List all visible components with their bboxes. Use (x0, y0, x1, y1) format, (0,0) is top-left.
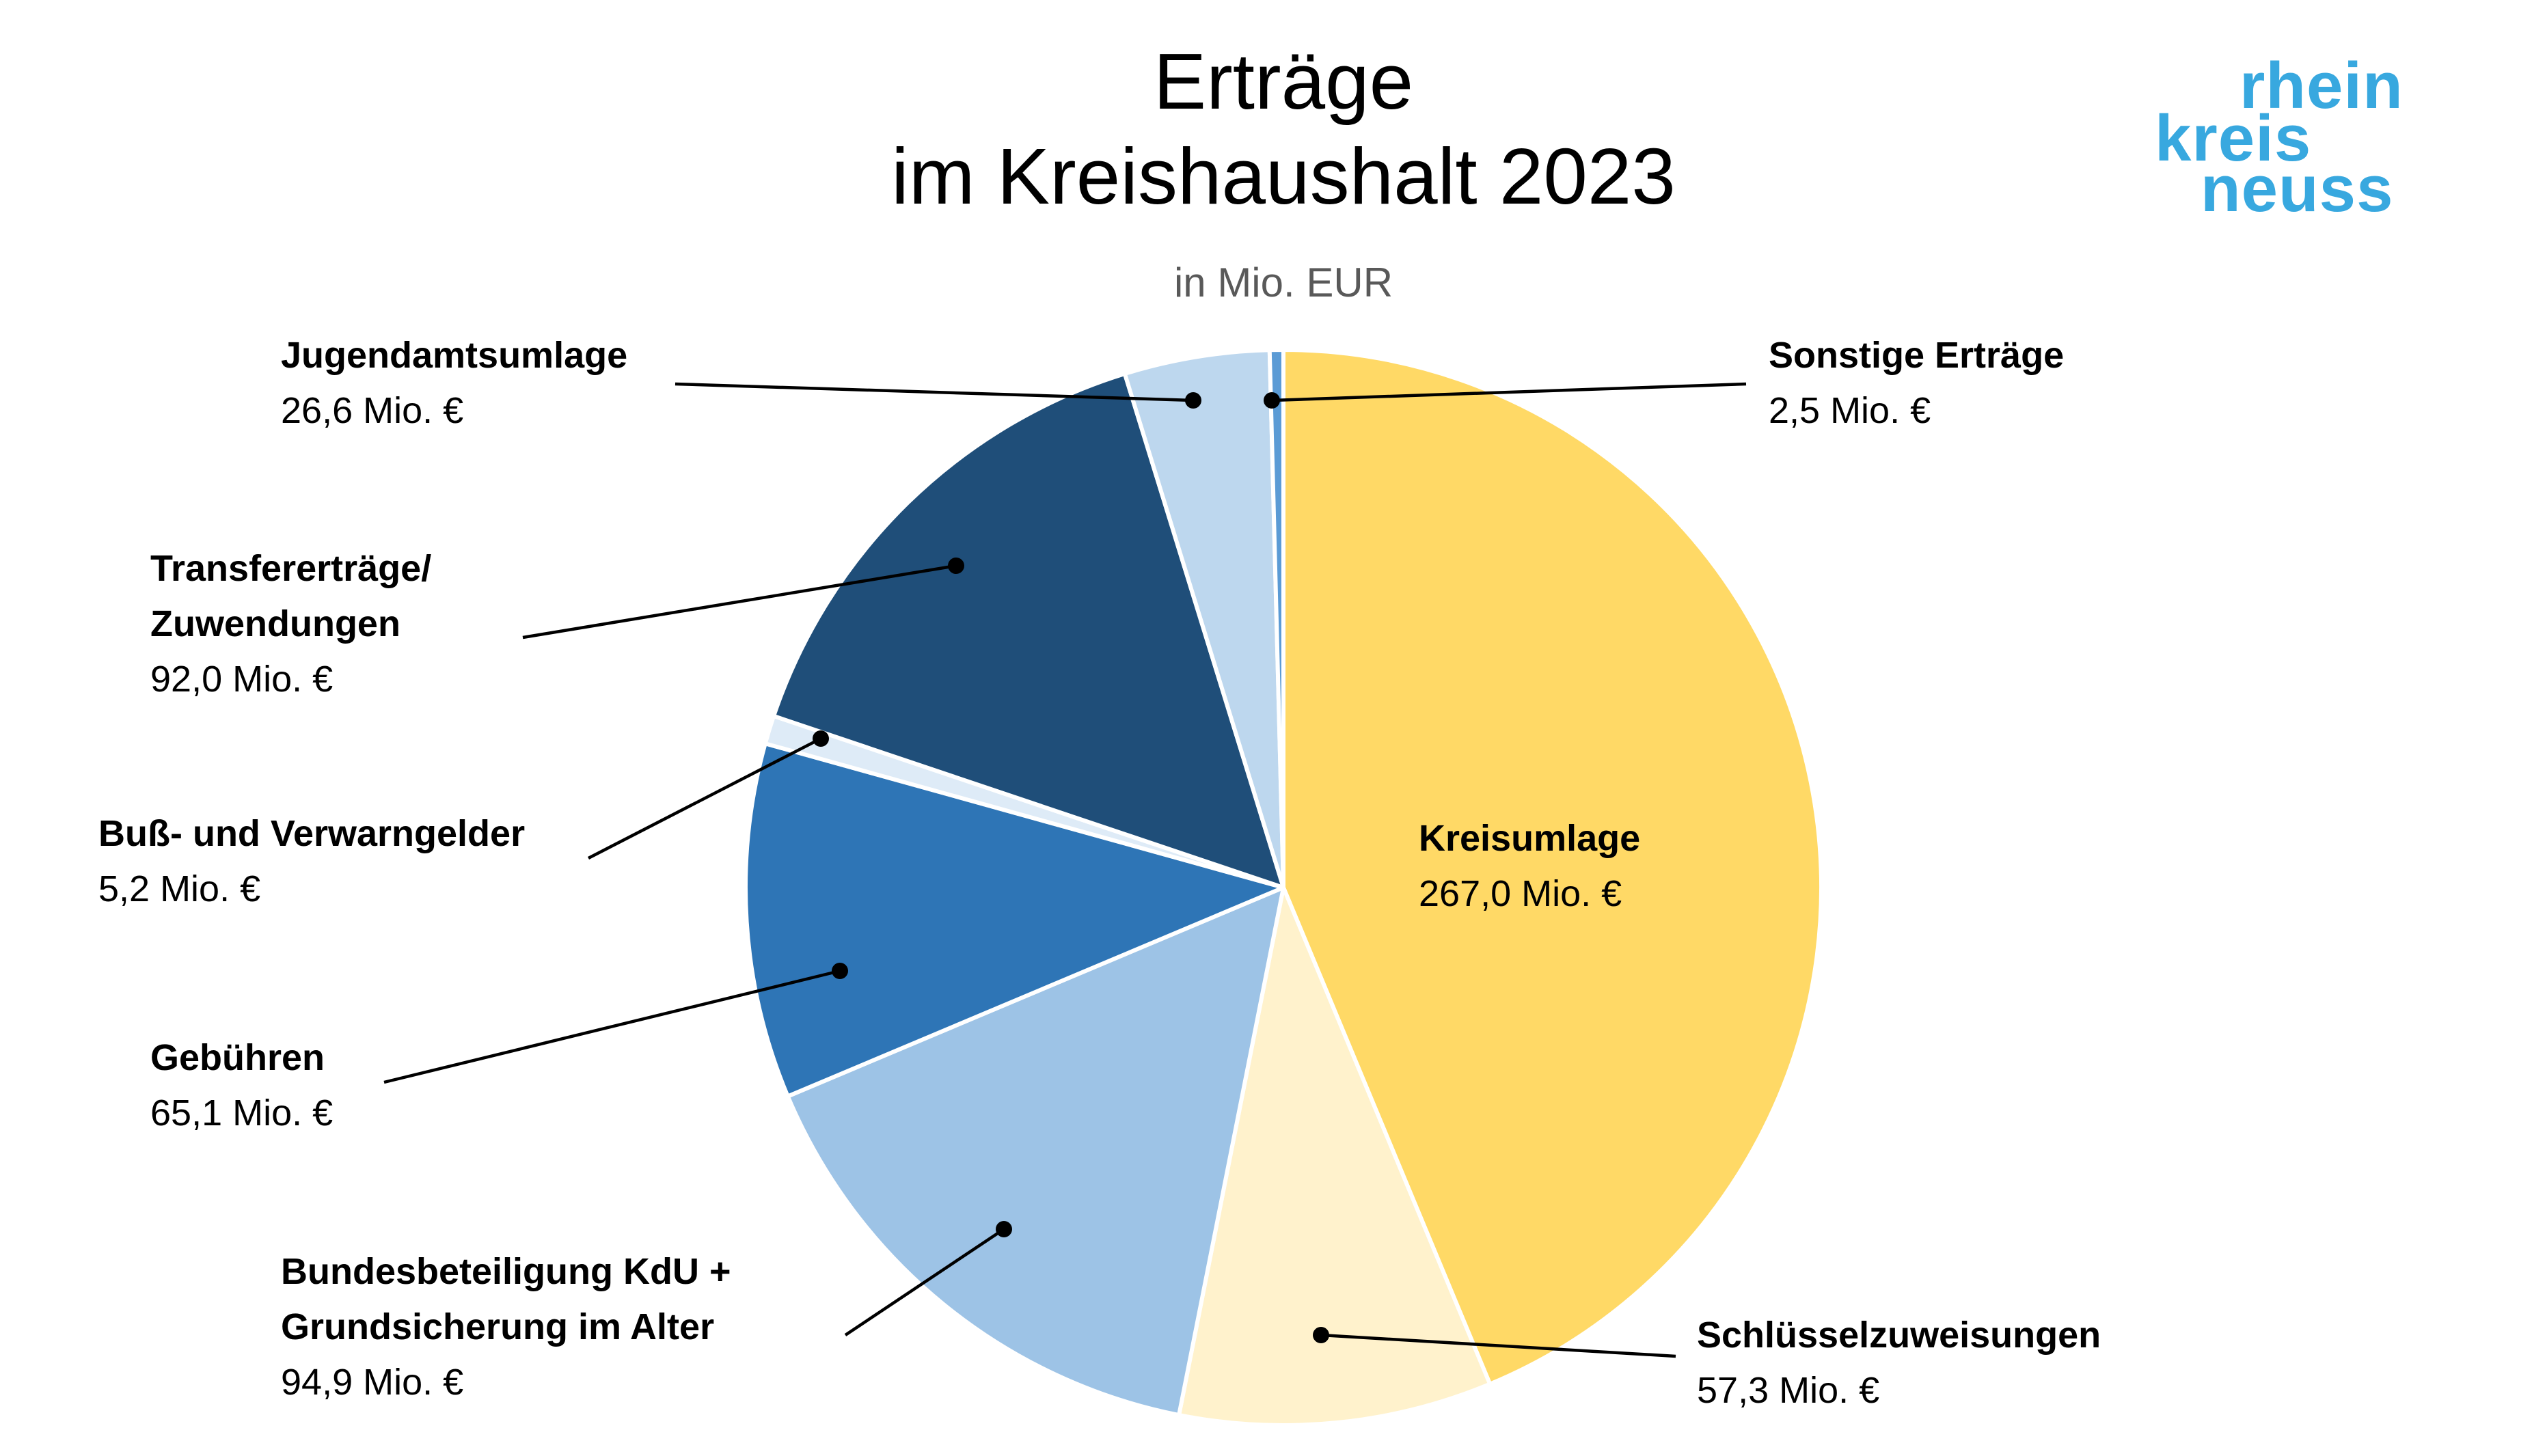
category-label: Transfererträge/ Zuwendungen (150, 548, 432, 644)
leader-line-transferertraege (522, 564, 957, 640)
leader-dot-sonstige-ertraege (1264, 392, 1280, 409)
leader-dot-schluesselzuweisungen (1313, 1327, 1329, 1343)
value-label: 267,0 Mio. € (1419, 873, 1622, 914)
leader-line-bundesbeteiligung (844, 1228, 1005, 1336)
leader-lines (383, 382, 1747, 1358)
leader-dot-buss-und-verwarngelder (813, 730, 829, 747)
data-label-bundesbeteiligung: Bundesbeteiligung KdU + Grundsicherung i… (281, 1244, 731, 1410)
category-label: Bundesbeteiligung KdU + Grundsicherung i… (281, 1251, 731, 1347)
logo-word-rhein: rhein (2240, 49, 2404, 122)
data-label-kreisumlage: Kreisumlage 267,0 Mio. € (1419, 811, 1640, 922)
leader-line-jugendamtsumlage (675, 382, 1194, 402)
data-label-gebuehren: Gebühren 65,1 Mio. € (150, 1030, 333, 1141)
chart-title: Erträge im Kreishaushalt 2023 (891, 37, 1676, 221)
leader-line-sonstige-ertraege (1271, 382, 1747, 402)
leader-dot-bundesbeteiligung (996, 1221, 1012, 1237)
data-label-buss-und-verwarngelder: Buß- und Verwarngelder 5,2 Mio. € (98, 806, 525, 917)
leader-line-schluesselzuweisungen (1320, 1333, 1676, 1358)
leader-line-buss-und-verwarngelder (587, 737, 822, 860)
pie-slice-bundesbeteiligung-kdu-grundsicherung-im-alter (785, 885, 1285, 1418)
category-label: Jugendamtsumlage (281, 335, 628, 376)
value-label: 2,5 Mio. € (1769, 390, 1931, 431)
value-label: 92,0 Mio. € (150, 659, 333, 700)
data-label-sonstige-ertraege: Sonstige Erträge 2,5 Mio. € (1769, 328, 2064, 439)
value-label: 94,9 Mio. € (281, 1362, 464, 1403)
chart-subtitle: in Mio. EUR (1173, 260, 1393, 305)
category-label: Buß- und Verwarngelder (98, 813, 526, 854)
value-label: 65,1 Mio. € (150, 1093, 333, 1134)
data-label-jugendamtsumlage: Jugendamtsumlage 26,6 Mio. € (281, 328, 627, 439)
pie-slice-gebuehren (744, 741, 1285, 1099)
logo-word-kreis: kreis (2155, 102, 2312, 175)
category-label: Schlüsselzuweisungen (1697, 1315, 2101, 1356)
data-label-schluesselzuweisungen: Schlüsselzuweisungen 57,3 Mio. € (1697, 1308, 2101, 1418)
pie-slices (744, 347, 1823, 1427)
leader-dot-gebuehren (832, 963, 848, 979)
pie-slice-kreisumlage (1281, 348, 1823, 1386)
data-label-transferertraege: Transfererträge/ Zuwendungen 92,0 Mio. € (150, 541, 431, 707)
leader-dot-jugendamtsumlage (1185, 392, 1201, 409)
category-label: Kreisumlage (1419, 818, 1641, 859)
category-label: Gebühren (150, 1037, 325, 1078)
value-label: 26,6 Mio. € (281, 390, 464, 431)
value-label: 5,2 Mio. € (98, 868, 261, 909)
pie-slice-jugendamtsumlage (1122, 348, 1285, 890)
logo-word-neuss: neuss (2201, 152, 2394, 225)
category-label: Sonstige Erträge (1769, 335, 2065, 376)
pie-slice-schluesselzuweisungen (1177, 885, 1493, 1427)
value-label: 57,3 Mio. € (1697, 1370, 1880, 1411)
pie-slice-sonstige-ertraege (1267, 347, 1285, 890)
leader-line-gebuehren (383, 969, 841, 1084)
leader-dot-transferertraege (948, 558, 964, 574)
